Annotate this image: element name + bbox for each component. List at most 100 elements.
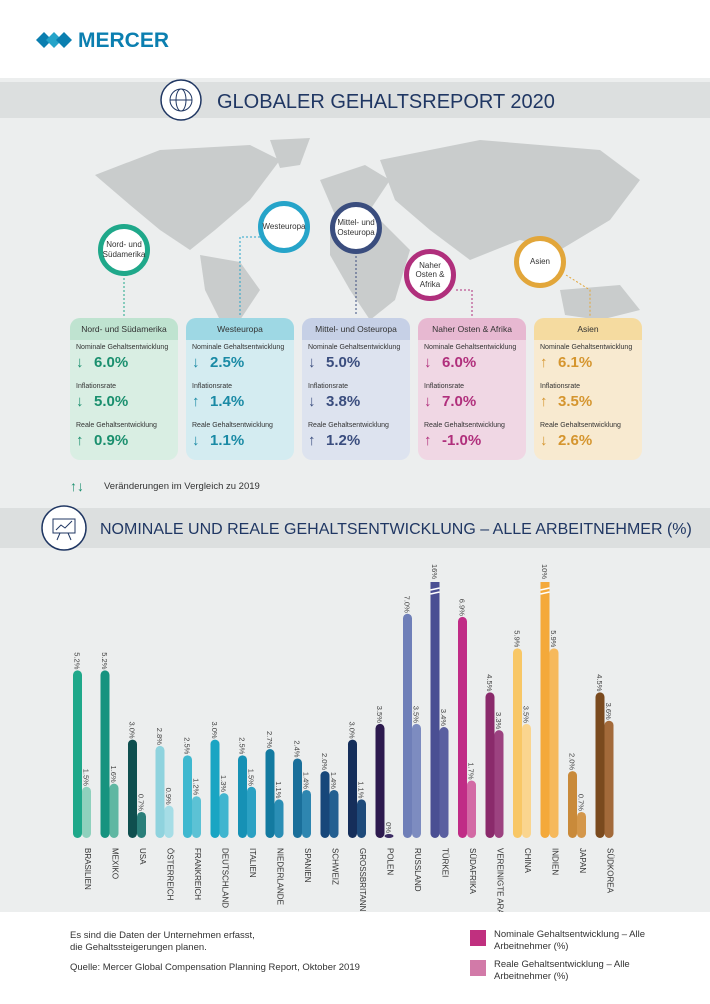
x-tick-label: MEXIKO [111, 848, 120, 879]
axis-break [430, 591, 440, 595]
region-pin: Nord- und Südamerika [98, 224, 150, 276]
metric-label: Inflationsrate [192, 383, 233, 390]
x-tick-label: GROSSBRITANNIEN [358, 848, 367, 925]
region-card: Asien Nominale Gehaltsentwicklung ↑ 6.1% Inf… [534, 318, 642, 460]
region-card: Naher Osten & Afrika Nominale Gehaltsentw… [418, 318, 526, 460]
bar [577, 811, 586, 838]
bar [293, 758, 302, 838]
metric-arrow: ↑ [424, 432, 432, 449]
chart-title: NOMINALE UND REALE GEHALTSENTWICKLUNG – … [100, 521, 692, 538]
axis-break [540, 591, 550, 595]
region-name: Naher Osten & Afrika [418, 318, 526, 340]
metric-value: 1.2% [326, 432, 361, 449]
region-pin: Naher Osten & Afrika [404, 249, 456, 301]
metric-label: Reale Gehaltsentwicklung [308, 422, 389, 429]
x-tick-label: VEREINIGTE ARAB. EMIRATE [496, 848, 505, 959]
value-label: 2.7% [265, 731, 274, 748]
value-label: 5.2% [73, 652, 82, 669]
bar [522, 723, 531, 838]
metric-arrow: ↑ [540, 354, 548, 371]
metric-arrow: ↓ [308, 393, 316, 410]
metric-value: 0.9% [94, 432, 129, 449]
x-tick-label: INDIEN [551, 848, 560, 875]
metric-value: 5.0% [94, 393, 129, 410]
value-label: 5.9% [549, 630, 558, 647]
legend-swatch [470, 930, 486, 946]
x-tick-label: NIEDERLANDE [276, 848, 285, 905]
metric-label: Nominale Gehaltsentwicklung [76, 344, 169, 351]
bar [155, 745, 165, 838]
bar [265, 749, 275, 838]
value-label: 2.4% [293, 740, 302, 757]
footer-note: die Gehaltssteigerungen planen. [70, 942, 207, 953]
bar [430, 582, 440, 838]
logo: MERCER [78, 29, 169, 52]
value-label: 3.0% [348, 722, 357, 739]
value-label: 3.4% [439, 709, 448, 726]
x-tick-label: BRASILIEN [83, 848, 92, 890]
metric-arrow: ↓ [192, 432, 200, 449]
metric-value: 6.1% [558, 354, 593, 371]
value-label: 7.0% [403, 596, 412, 613]
bar [192, 796, 201, 838]
value-label: 2.5% [238, 737, 247, 754]
header-bg [0, 0, 710, 78]
metric-arrow: ↓ [308, 354, 316, 371]
bar-chart: BRASILIEN 5.2% 1.5% MEXIKO 5.2% 1.6% USA 3.0% 0.… [73, 564, 615, 959]
metric-arrow: ↓ [424, 354, 432, 371]
metric-value: 1.4% [210, 393, 245, 410]
region-pin: Asien [514, 236, 566, 288]
bar [329, 789, 339, 838]
metric-arrow: ↓ [424, 393, 432, 410]
chart-icon [41, 505, 87, 551]
metric-value: 7.0% [442, 393, 477, 410]
region-pin: Mittel- und Osteuropa [330, 202, 382, 254]
value-label: 6.9% [458, 599, 467, 616]
value-label: 2.0% [320, 753, 329, 770]
bar [412, 723, 421, 838]
value-label: 3.0% [210, 722, 219, 739]
metric-value: 5.0% [326, 354, 361, 371]
metric-value: -1.0% [442, 432, 482, 449]
value-label: 3.6% [604, 703, 613, 720]
x-tick-label: DEUTSCHLAND [221, 848, 230, 908]
value-label: 2.0% [568, 753, 577, 770]
metric-label: Inflationsrate [76, 383, 117, 390]
bar [238, 755, 247, 838]
metric-arrow: ↑ [540, 393, 548, 410]
region-card: Mittel- und Osteuropa Nominale Gehaltsent… [302, 318, 410, 460]
value-label: 1.1% [357, 781, 366, 798]
bar [210, 739, 220, 838]
metric-label: Nominale Gehaltsentwicklung [192, 344, 285, 351]
chart-icon [52, 518, 76, 534]
metric-value: 3.8% [326, 393, 361, 410]
metric-value: 6.0% [442, 354, 477, 371]
bar [513, 648, 522, 838]
axis-break [540, 587, 550, 591]
value-label: 1.6% [109, 766, 118, 783]
metric-label: Inflationsrate [540, 383, 581, 390]
metric-arrow: ↑ [76, 432, 84, 449]
bar [137, 811, 146, 838]
bar [494, 730, 504, 838]
bar [595, 692, 605, 838]
metric-arrow: ↑ [192, 393, 200, 410]
value-label: 1.5% [82, 769, 91, 786]
value-label: 1.4% [302, 772, 311, 789]
value-label: 2.5% [183, 737, 192, 754]
bar [375, 723, 385, 838]
x-tick-label: FRANKREICH [193, 848, 202, 900]
bar [568, 771, 577, 838]
bar [128, 739, 137, 838]
footer-bg [0, 912, 710, 1004]
metric-value: 2.5% [210, 354, 245, 371]
footer-note: Es sind die Daten der Unternehmen erfass… [70, 930, 255, 941]
value-label: 16% [430, 564, 439, 579]
value-label: 4.5% [595, 674, 604, 691]
legend-swatch [470, 960, 486, 976]
value-label: 0.7% [577, 794, 586, 811]
metric-label: Nominale Gehaltsentwicklung [540, 344, 633, 351]
bar [73, 670, 82, 838]
x-tick-label: ITALIEN [248, 848, 257, 878]
